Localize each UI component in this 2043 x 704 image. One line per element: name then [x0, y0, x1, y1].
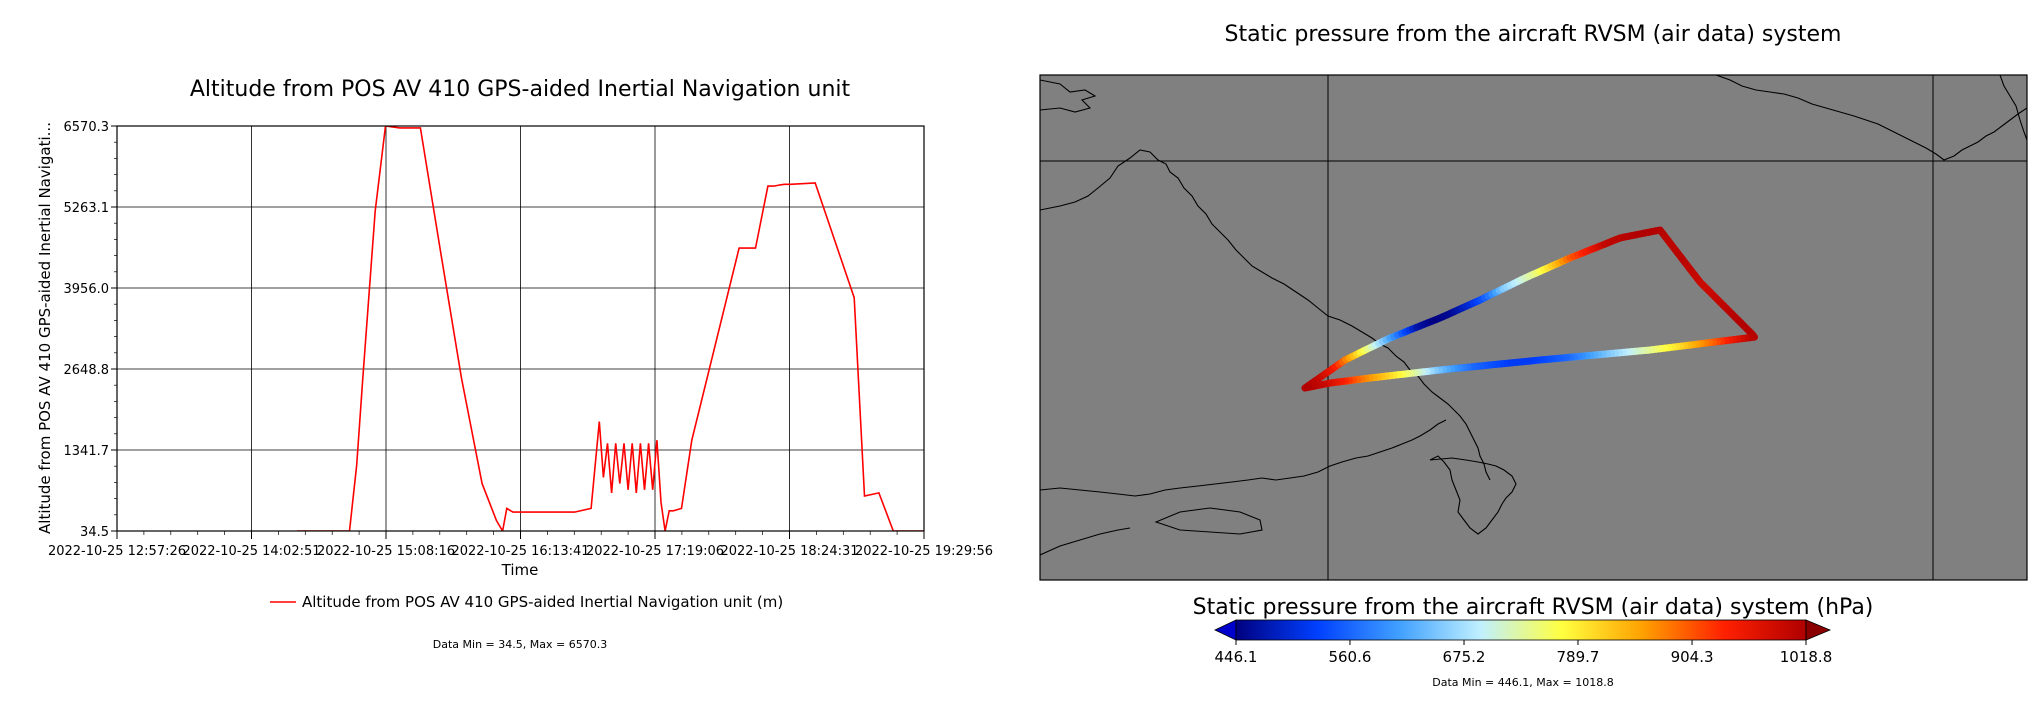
left-grid	[117, 126, 924, 531]
left-legend-label: Altitude from POS AV 410 GPS-aided Inert…	[302, 593, 783, 611]
colorbar-ticks: 446.1 560.6 675.2 789.7 904.3 1018.8	[1215, 640, 1833, 666]
x-tick-label: 2022-10-25 14:02:51	[182, 544, 320, 559]
map-background	[1040, 75, 2027, 580]
coastline-north-west	[1040, 79, 1097, 113]
y-tick-label: 6570.3	[64, 120, 110, 135]
x-tick-label: 2022-10-25 15:08:16	[317, 544, 455, 559]
x-tick-label: 2022-10-25 12:57:26	[48, 544, 186, 559]
left-legend: Altitude from POS AV 410 GPS-aided Inert…	[270, 593, 783, 611]
coastline-labrador	[1040, 149, 1491, 481]
coastline-greenland	[1715, 75, 2027, 161]
colorbar-tick-label: 675.2	[1443, 648, 1486, 666]
x-tick-label: 2022-10-25 18:24:31	[720, 544, 858, 559]
colorbar-tick-label: 1018.8	[1780, 648, 1833, 666]
coastline-south-west	[1040, 527, 1131, 556]
colorbar-title: Static pressure from the aircraft RVSM (…	[1193, 595, 1874, 620]
colorbar-under-arrow	[1214, 619, 1237, 641]
y-tick-label: 2648.8	[64, 363, 110, 378]
left-data-summary: Data Min = 34.5, Max = 6570.3	[433, 638, 607, 651]
left-y-axis-label: Altitude from POS AV 410 GPS-aided Inert…	[36, 122, 54, 534]
x-tick-label: 2022-10-25 17:19:06	[586, 544, 724, 559]
right-chart-title: Static pressure from the aircraft RVSM (…	[1225, 22, 1842, 47]
altitude-line	[297, 126, 924, 531]
coastline-greenland-east	[1999, 75, 2027, 141]
map-coastlines	[1040, 75, 2027, 556]
map-frame	[1039, 74, 2028, 581]
track-segment	[1301, 383, 1313, 392]
coastline-north-shore	[1040, 419, 1447, 497]
y-tick-label: 34.5	[80, 525, 109, 540]
colorbar-tick-label: 446.1	[1215, 648, 1258, 666]
left-chart-title: Altitude from POS AV 410 GPS-aided Inert…	[190, 77, 851, 102]
right-data-summary: Data Min = 446.1, Max = 1018.8	[1432, 676, 1613, 689]
left-x-axis-label: Time	[501, 561, 539, 579]
colorbar-gradient	[1235, 619, 1807, 641]
colorbar-tick-label: 904.3	[1671, 648, 1714, 666]
map-panel	[1039, 74, 2028, 581]
colorbar-over-arrow	[1805, 619, 1832, 641]
x-tick-label: 2022-10-25 16:13:41	[451, 544, 589, 559]
coastline-newfoundland	[1429, 455, 1517, 535]
colorbar-tick-label: 560.6	[1328, 648, 1371, 666]
colorbar: 446.1 560.6 675.2 789.7 904.3 1018.8	[1214, 619, 1833, 666]
left-plot-frame	[116, 125, 925, 532]
y-tick-label: 3956.0	[64, 282, 110, 297]
colorbar-tick-label: 789.7	[1557, 648, 1600, 666]
y-tick-label: 5263.1	[64, 201, 110, 216]
y-tick-label: 1341.7	[64, 444, 110, 459]
flight-track	[1301, 226, 1758, 392]
coastline-lake	[1154, 507, 1263, 535]
x-tick-label: 2022-10-25 19:29:56	[855, 544, 993, 559]
map-graticule	[1040, 75, 2027, 580]
